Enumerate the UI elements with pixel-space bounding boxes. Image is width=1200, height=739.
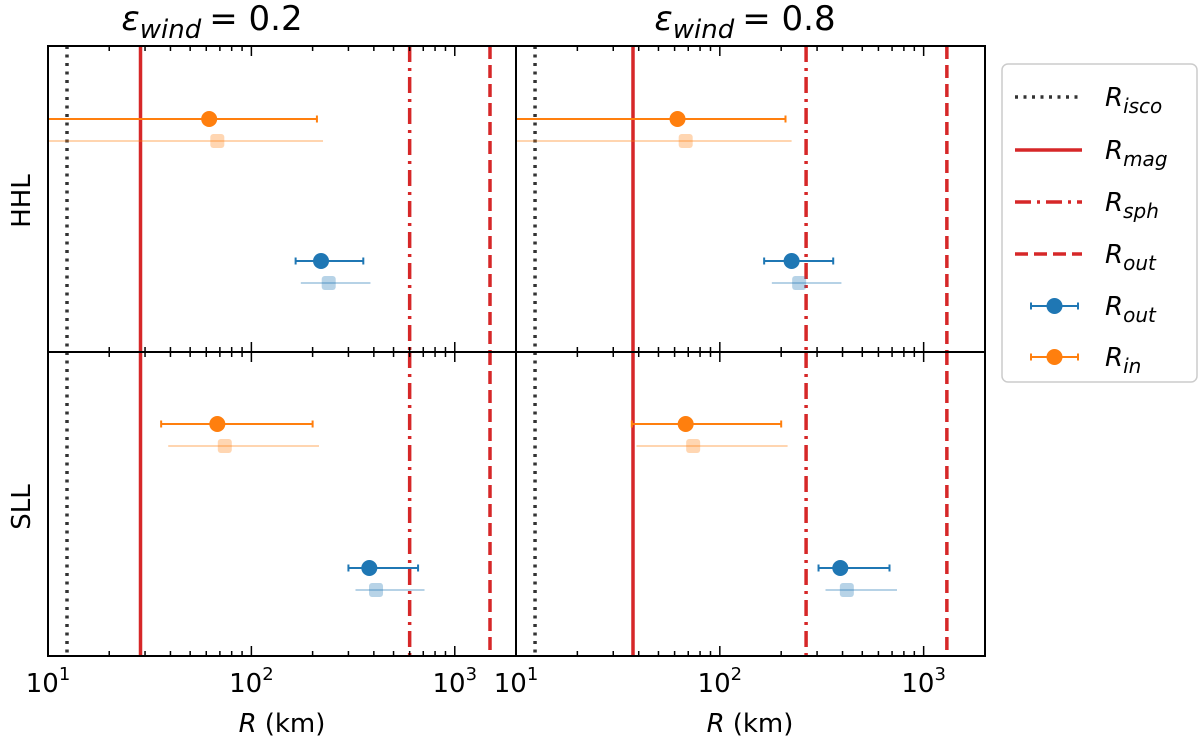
r-out-faded-hhl-c2-marker xyxy=(792,276,807,290)
panel-frame-hhl-c2 xyxy=(515,45,986,353)
x-axis-label-right: R (km) xyxy=(707,709,794,739)
x-tick-label-c1-2: 102 xyxy=(229,664,274,699)
column-title-1-sub: wind xyxy=(140,15,202,45)
r-in-faded-sll-c2-marker xyxy=(686,439,701,453)
r-in-faded-hhl-c1-marker xyxy=(210,134,225,148)
r-out-faded-sll-c2-marker xyxy=(839,583,854,597)
x-axis-label-right-unit: (km) xyxy=(733,709,794,739)
legend-label-out_line: Rout xyxy=(1105,240,1157,275)
r-out-faded-sll-c1-marker xyxy=(369,583,384,597)
legend-item-out_line: Rout xyxy=(1015,240,1157,275)
x-axis-label-left-unit: (km) xyxy=(265,709,326,739)
r-in-sll-c2-marker xyxy=(677,416,694,432)
x-tick-label-c1-3: 103 xyxy=(433,664,478,699)
legend-item-in_point: Rin xyxy=(1030,343,1141,378)
legend-item-isco: Risco xyxy=(1015,83,1162,118)
x-tick-label-c2-2: 102 xyxy=(698,664,743,699)
legend: Risco Rmag Rsph Rout Rout Rin xyxy=(1001,63,1198,383)
column-title-2: εwind = 0.8 xyxy=(654,0,835,45)
r-in-faded-hhl-c2-marker xyxy=(678,134,693,148)
legend-item-sph: Rsph xyxy=(1015,188,1159,223)
x-tick-label-c1-1: 101 xyxy=(26,664,71,699)
panel-sll-eps-0-8 xyxy=(515,351,986,657)
legend-label-sph: Rsph xyxy=(1105,188,1159,223)
x-axis-label-left-var: R xyxy=(239,709,257,739)
column-title-2-value: = 0.8 xyxy=(742,0,835,39)
x-axis-label-left: R (km) xyxy=(239,709,326,739)
ticks-hhl-c1 xyxy=(47,46,517,352)
row-label-hhl: HHL xyxy=(7,174,37,228)
column-title-2-sub: wind xyxy=(673,15,735,45)
r-out-hhl-c1-marker xyxy=(313,253,330,269)
x-tick-label-c2-1: 101 xyxy=(494,664,539,699)
column-title-1-value: = 0.2 xyxy=(209,0,302,39)
ticks-sll-c2 xyxy=(515,352,986,656)
panel-hhl-eps-0-2 xyxy=(47,45,517,353)
r-in-hhl-c1-marker xyxy=(201,111,218,127)
panel-hhl-eps-0-8 xyxy=(515,45,986,353)
x-tick-label-c2-3: 103 xyxy=(901,664,946,699)
r-out-faded-hhl-c1-marker xyxy=(321,276,336,290)
legend-label-mag: Rmag xyxy=(1105,136,1168,171)
column-title-1: εwind = 0.2 xyxy=(121,0,302,45)
legend-label-isco: Risco xyxy=(1105,83,1162,118)
r-in-faded-sll-c1-marker xyxy=(217,439,232,453)
r-in-hhl-c2-marker xyxy=(669,111,686,127)
legend-label-out_point: Rout xyxy=(1105,292,1157,327)
panel-sll-eps-0-2 xyxy=(47,351,517,657)
legend-item-out_point: Rout xyxy=(1030,292,1157,327)
r-out-sll-c2-marker xyxy=(832,560,849,576)
legend-label-in_point: Rin xyxy=(1105,343,1141,378)
panel-frame-hhl-c1 xyxy=(47,45,517,353)
legend-frame xyxy=(1001,63,1198,383)
panel-frame-sll-c1 xyxy=(47,351,517,657)
column-title-2-symbol: ε xyxy=(654,0,672,39)
r-in-sll-c1-marker xyxy=(209,416,226,432)
panel-frame-sll-c2 xyxy=(515,351,986,657)
ticks-hhl-c2 xyxy=(515,46,986,352)
r-out-hhl-c2-marker xyxy=(783,253,800,269)
ticks-sll-c1 xyxy=(47,352,517,656)
x-axis-label-right-var: R xyxy=(707,709,725,739)
row-label-sll: SLL xyxy=(7,484,37,530)
legend-item-mag: Rmag xyxy=(1015,136,1168,171)
r-out-sll-c1-marker xyxy=(361,560,378,576)
x-tick-labels: 101 102 103 101 102 103 xyxy=(26,664,946,699)
column-title-1-symbol: ε xyxy=(121,0,139,39)
